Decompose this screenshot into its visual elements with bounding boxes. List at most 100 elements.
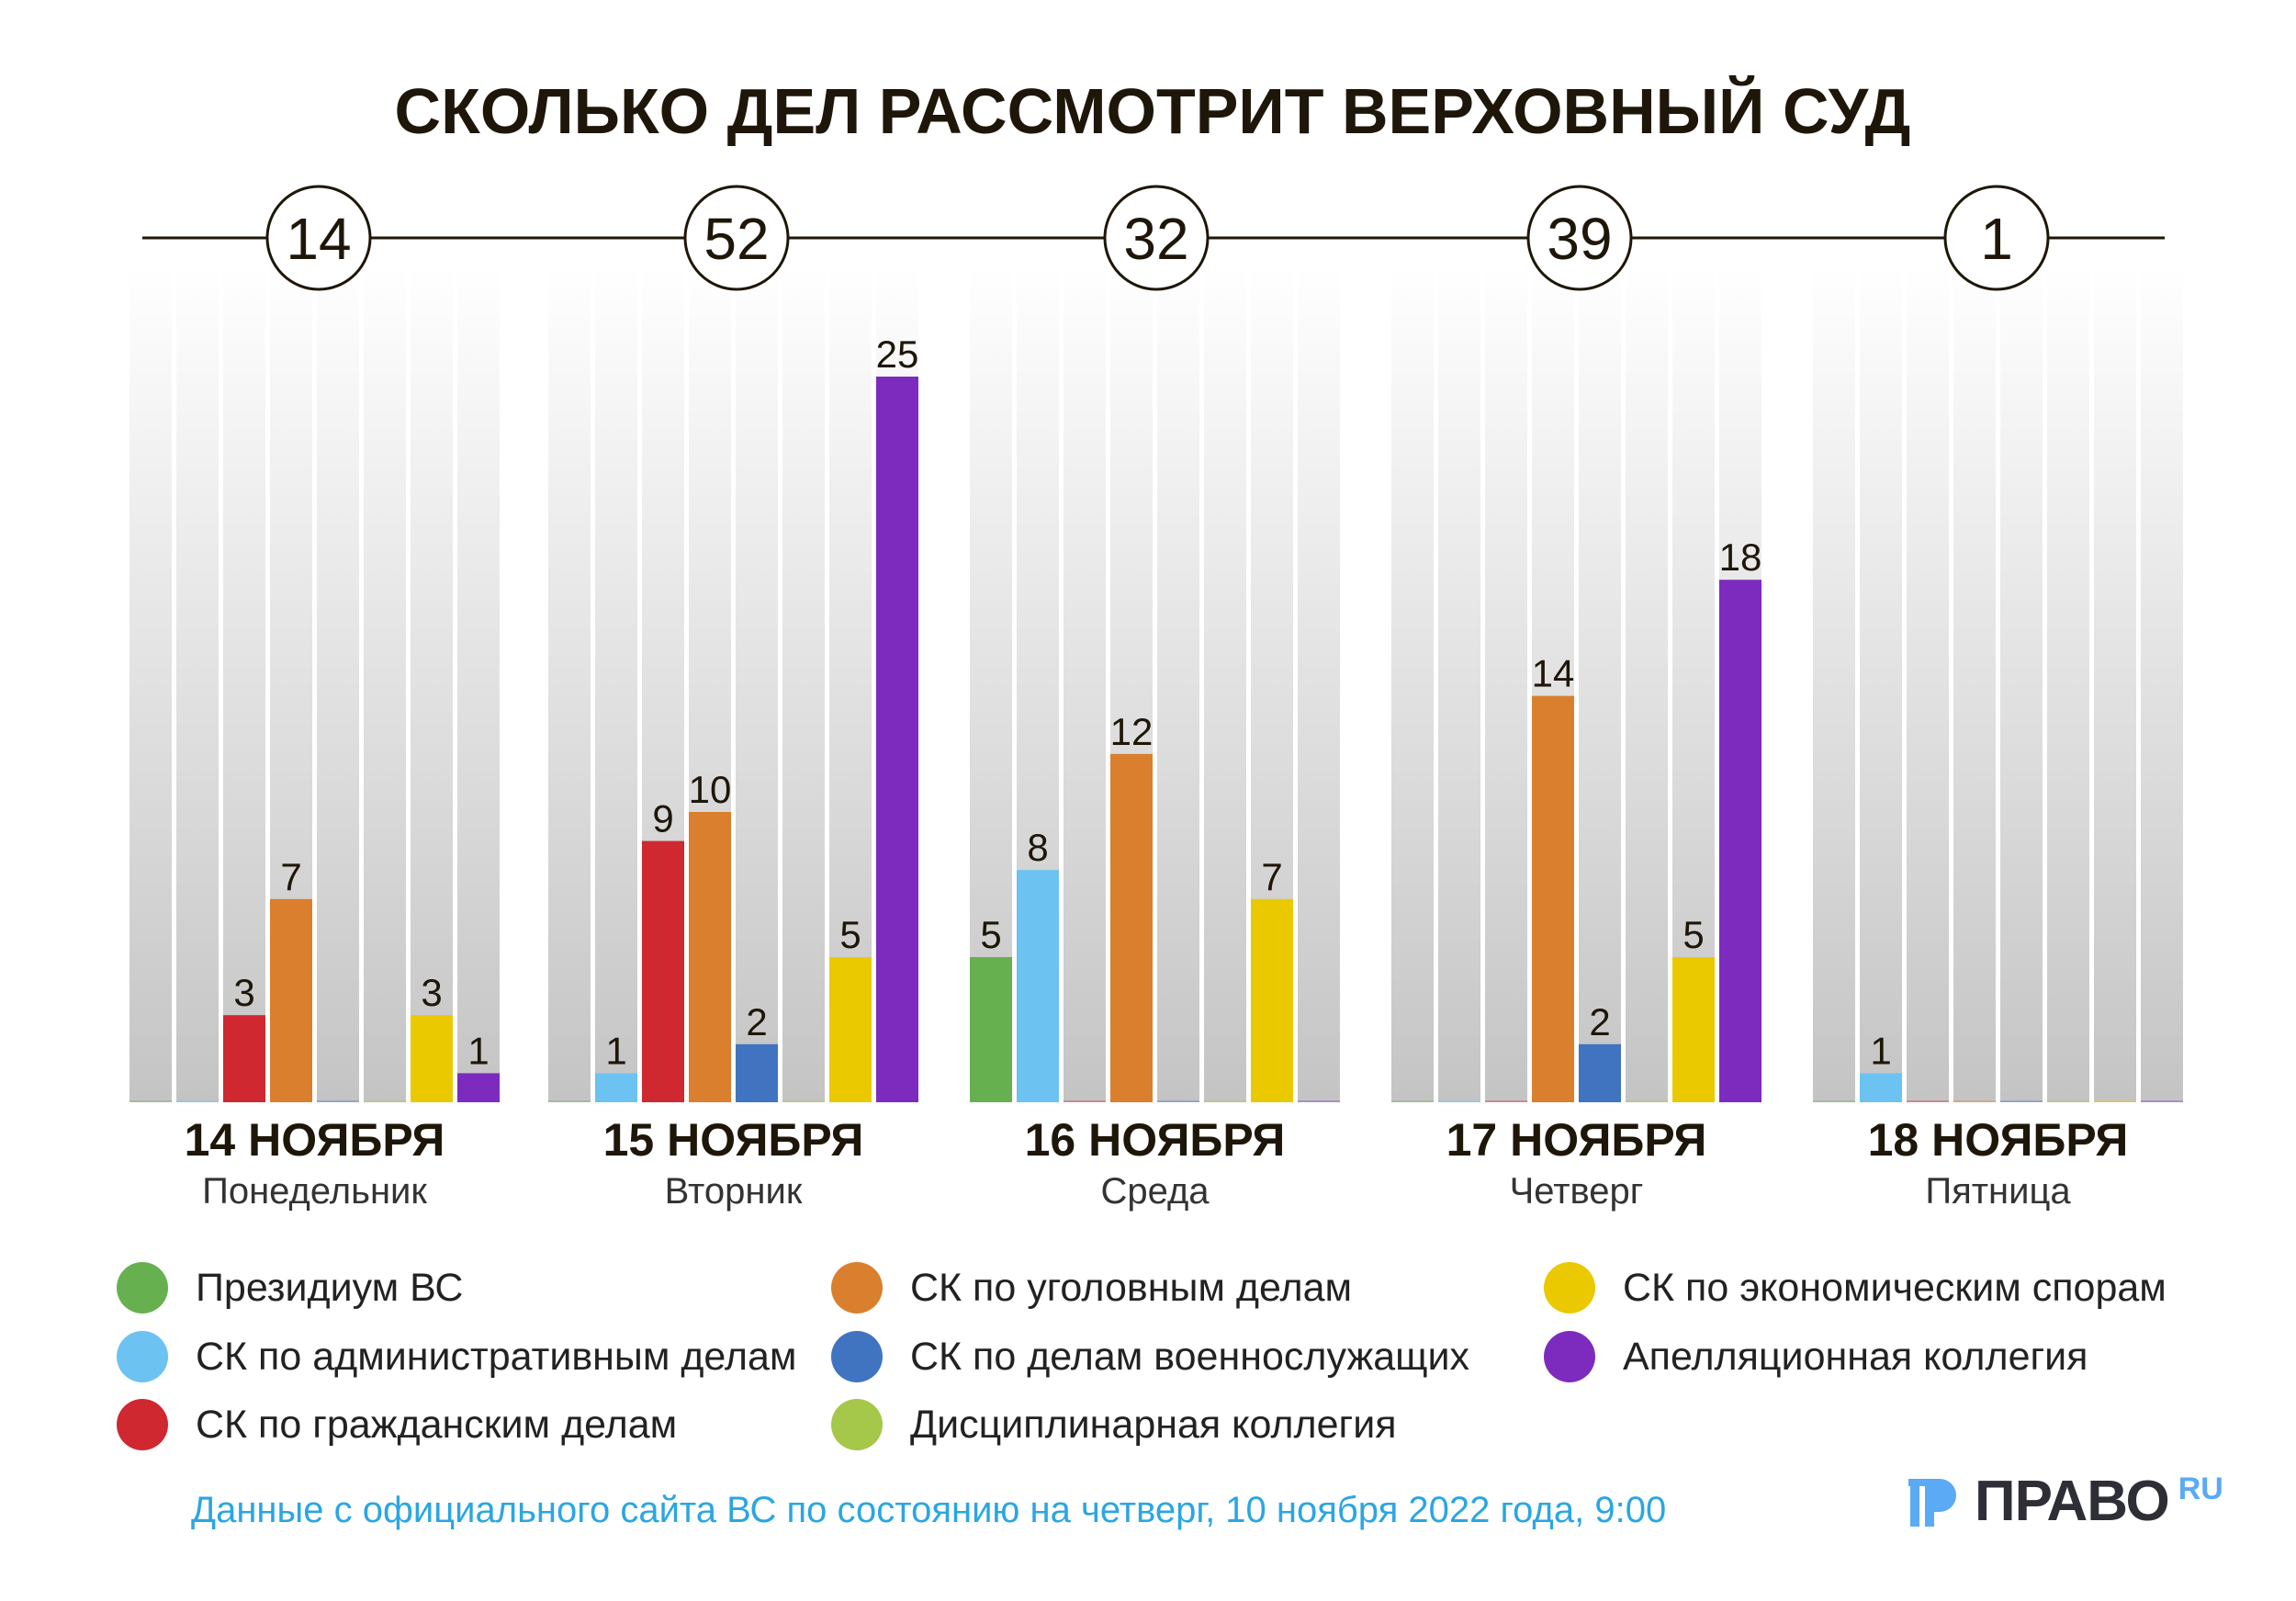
day-total: 1 [1980,206,2013,272]
column-background [2141,265,2183,1102]
column-background [782,265,825,1102]
bar-2-4 [689,812,731,1102]
logo-mark-icon [1908,1479,1956,1527]
bar-3-1 [970,957,1012,1102]
column-background [364,265,406,1102]
bar-value-label: 3 [233,971,254,1014]
column-background [1064,265,1106,1102]
legend-swatch [117,1399,168,1450]
legend-swatch [831,1399,883,1450]
date-label: 16 НОЯБРЯ [1025,1114,1286,1166]
bar-value-label: 12 [1110,710,1154,753]
date-label: 15 НОЯБРЯ [603,1114,864,1166]
bar-1-3 [223,1015,265,1102]
bar-zero-5-3 [1907,1100,1949,1102]
date-label: 18 НОЯБРЯ [1868,1114,2129,1166]
legend-item: Президиум ВС [117,1260,463,1315]
legend-swatch [831,1331,883,1382]
bar-value-label: 18 [1719,536,1762,579]
column-background [411,265,453,1102]
legend-swatch [1544,1331,1595,1382]
column-background [1485,265,1527,1102]
legend-label: Апелляционная коллегия [1623,1334,2088,1379]
logo-text: ПРАВО [1975,1470,2170,1533]
total-circle [683,185,790,291]
bar-zero-5-8 [2141,1100,2183,1102]
bar-value-label: 5 [1683,913,1704,956]
bar-value-label: 2 [746,1000,767,1043]
legend-label: СК по уголовным делам [910,1265,1353,1310]
bar-value-label: 1 [467,1029,489,1072]
bar-value-label: 3 [421,971,442,1014]
column-background [1813,265,1855,1102]
bar-4-8 [1719,580,1761,1102]
bar-zero-3-3 [1064,1100,1106,1102]
logo-suffix: RU [2178,1471,2223,1506]
bar-value-label: 9 [652,797,673,840]
column-background [1907,265,1949,1102]
bar-3-4 [1110,753,1153,1102]
bar-3-2 [1017,870,1059,1102]
bar-2-2 [595,1073,637,1102]
bar-5-2 [1860,1073,1902,1102]
bar-value-label: 25 [876,333,919,376]
legend-swatch [117,1331,168,1382]
bar-4-4 [1532,695,1574,1102]
bar-zero-4-3 [1485,1100,1527,1102]
bar-value-label: 5 [980,913,1001,956]
bar-1-4 [270,898,312,1102]
column-background [457,265,500,1102]
bar-2-7 [829,957,872,1102]
bar-zero-4-6 [1626,1100,1668,1102]
bar-1-8 [457,1073,500,1102]
legend-item: СК по уголовным делам [831,1260,1352,1315]
legend-item: СК по экономическим спорам [1544,1260,2167,1315]
date-label: 14 НОЯБРЯ [185,1114,445,1166]
bar-zero-4-1 [1391,1100,1434,1102]
bar-value-label: 14 [1532,652,1575,695]
bar-zero-2-1 [548,1100,591,1102]
pravo-ru-logo: ПРАВО RU [1908,1473,2223,1530]
weekday-label: Четверг [1510,1171,1644,1212]
day-total: 39 [1547,206,1612,272]
bar-1-7 [411,1015,453,1102]
column-background [595,265,637,1102]
bar-zero-5-6 [2047,1100,2089,1102]
column-background [2047,265,2089,1102]
total-circle [265,185,372,291]
bar-3-7 [1251,898,1293,1102]
column-background [317,265,359,1102]
bar-2-8 [876,377,918,1102]
weekday-label: Пятница [1925,1171,2071,1212]
column-background [223,265,265,1102]
column-background [1579,265,1621,1102]
bar-value-label: 1 [1870,1029,1891,1072]
column-background [2000,265,2043,1102]
column-background [548,265,591,1102]
total-circle [1943,185,2050,291]
legend-item: СК по делам военнослужащих [831,1329,1469,1384]
column-background [1438,265,1480,1102]
legend-label: СК по административным делам [196,1334,797,1379]
source-note: Данные с официального сайта ВС по состоя… [191,1490,1667,1530]
bar-4-7 [1672,957,1715,1102]
legend-label: Президиум ВС [196,1265,464,1310]
bar-2-5 [736,1043,778,1102]
legend-item: Дисциплинарная коллегия [831,1397,1397,1452]
bar-zero-4-2 [1438,1100,1480,1102]
bar-zero-2-6 [782,1100,825,1102]
legend-label: Дисциплинарная коллегия [910,1402,1397,1447]
bar-2-3 [642,840,684,1102]
date-label: 17 НОЯБРЯ [1446,1114,1707,1166]
bar-zero-3-6 [1204,1100,1246,1102]
bar-value-label: 5 [839,913,861,956]
column-background [1298,265,1340,1102]
day-total: 14 [286,206,351,272]
legend-swatch [117,1262,168,1313]
bar-value-label: 2 [1589,1000,1610,1043]
bar-value-label: 10 [689,768,732,811]
bar-zero-5-7 [2094,1100,2136,1102]
bar-zero-5-5 [2000,1100,2043,1102]
column-background [1157,265,1199,1102]
